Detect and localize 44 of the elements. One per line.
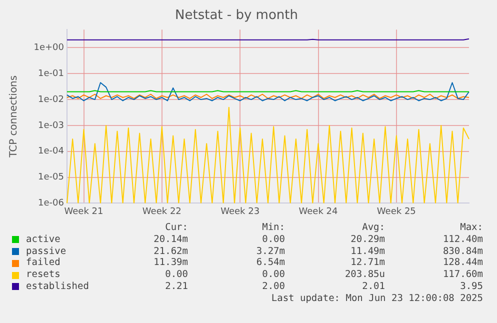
text: 2.21 — [164, 280, 188, 293]
x-tick-label: Week 23 — [220, 206, 260, 217]
x-tick-label: Week 21 — [64, 206, 104, 217]
y-tick-label: 1e-02 — [38, 94, 64, 105]
text: 2.00 — [261, 280, 285, 293]
y-tick-label: 1e-01 — [38, 68, 64, 79]
text: 0.00 — [261, 234, 285, 246]
text: 21.62m — [152, 246, 188, 258]
x-tick-label: Week 24 — [298, 206, 338, 217]
text: Avg: — [361, 222, 385, 234]
y-tick-label: 1e-05 — [38, 172, 64, 183]
y-tick-label: 1e-06 — [38, 198, 64, 209]
legend-label: established — [26, 280, 89, 293]
text: 128.44m — [442, 257, 483, 270]
y-tick-label: 1e+00 — [34, 43, 64, 54]
text: 20.14m — [152, 234, 188, 246]
y-axis-title: TCP connections — [8, 75, 20, 158]
y-tick-label: 1e-04 — [38, 146, 64, 157]
text: 112.40m — [442, 234, 483, 246]
x-tick-label: Week 22 — [142, 206, 182, 217]
text: 3.27m — [255, 246, 285, 258]
legend-label: passive — [26, 246, 66, 258]
text: 0.00 — [164, 269, 188, 281]
x-tick-label: Week 25 — [376, 206, 416, 217]
text: 11.39m — [152, 257, 188, 270]
text: 6.54m — [255, 257, 285, 270]
legend-label: resets — [26, 269, 60, 281]
text: Max: — [459, 222, 483, 234]
text: 0.00 — [261, 269, 285, 281]
text: Cur: — [164, 222, 188, 234]
legend-label: active — [26, 234, 60, 246]
text: 3.95 — [459, 280, 483, 293]
text: 203.85u — [344, 269, 385, 281]
text: 12.71m — [350, 257, 385, 270]
text: 11.49m — [350, 246, 385, 258]
chart-title: Netstat - by month — [175, 8, 298, 24]
legend-label: failed — [26, 257, 60, 270]
text: Min: — [261, 222, 285, 234]
text: 20.29m — [350, 234, 385, 246]
text: 830.84m — [442, 246, 483, 258]
text: Last update: Mon Jun 23 12:00:08 2025 — [270, 292, 483, 305]
y-tick-label: 1e-03 — [38, 120, 64, 131]
text: 2.01 — [361, 280, 385, 293]
text: 117.60m — [442, 269, 483, 281]
